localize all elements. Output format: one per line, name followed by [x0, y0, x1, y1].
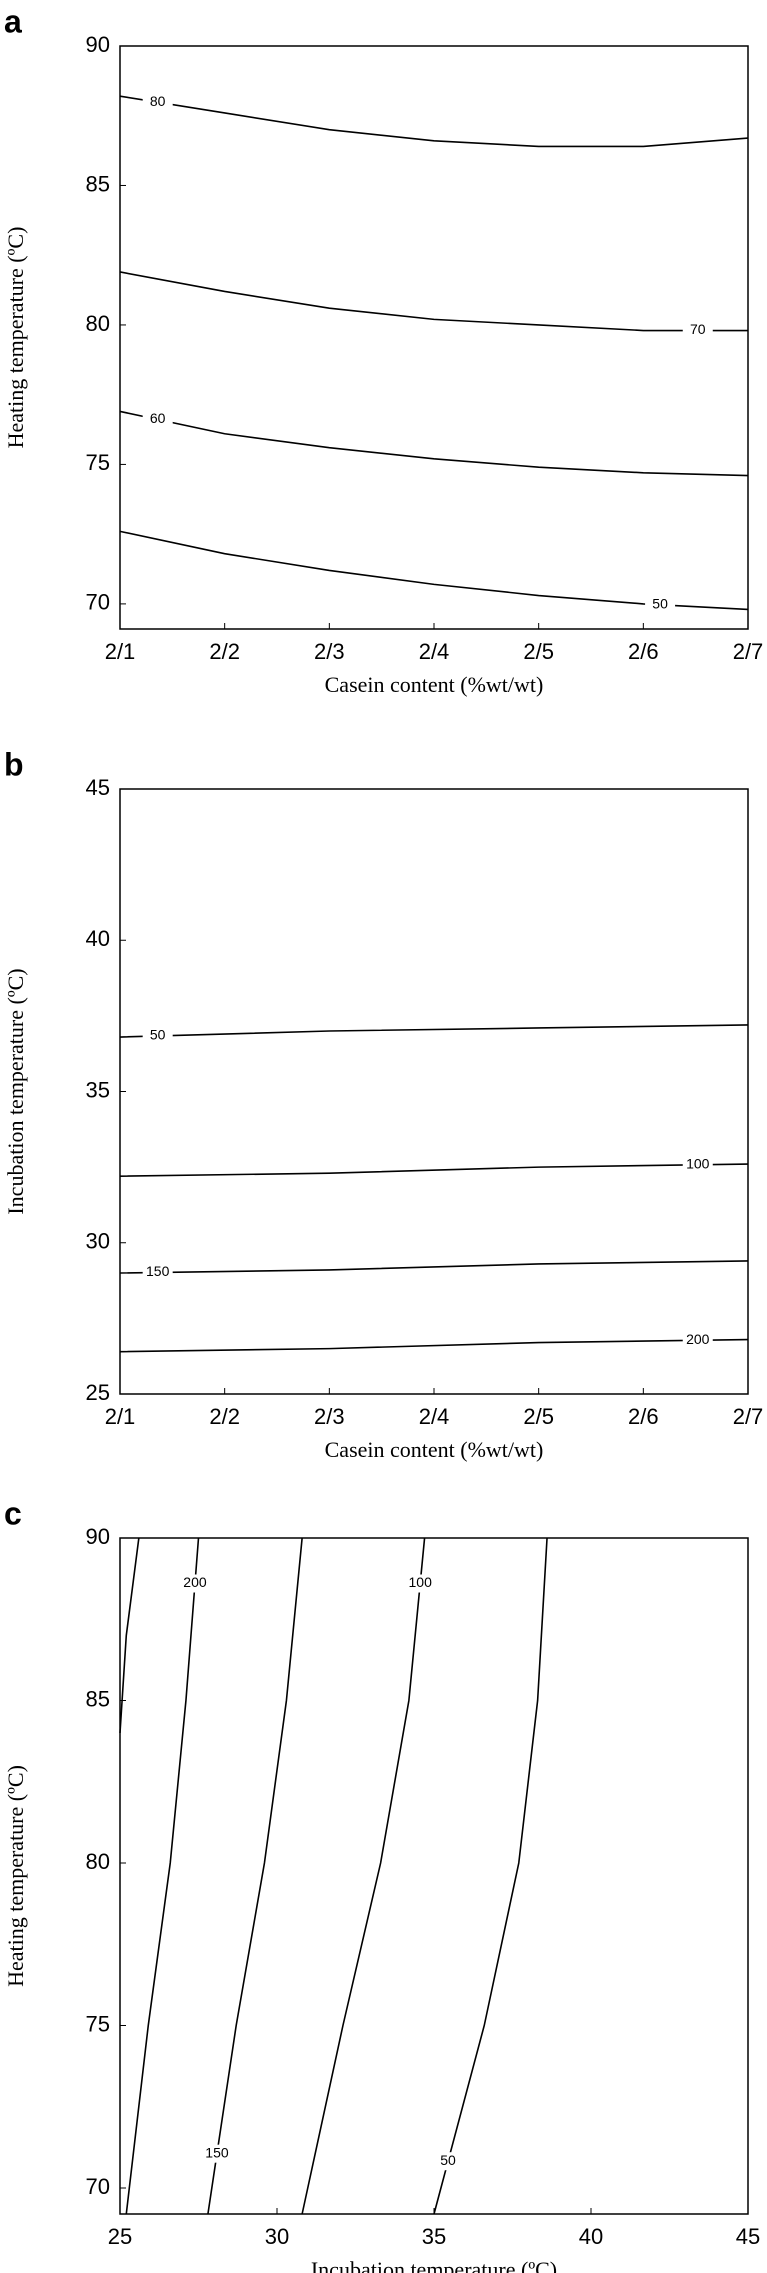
x-tick-label: 40	[579, 2224, 603, 2249]
x-tick-label: 2/4	[419, 1404, 450, 1429]
contour-label: 200	[686, 1331, 710, 1347]
label-bg	[142, 410, 173, 429]
contour-line	[119, 410, 749, 477]
x-tick-label: 2/7	[733, 1404, 764, 1429]
x-tick-label: 2/1	[105, 1404, 136, 1429]
label-bg	[142, 93, 173, 112]
contour-line	[119, 1024, 749, 1038]
contour-line	[125, 1537, 200, 2215]
y-axis-label: Incubation temperature (ºC)	[3, 968, 28, 1214]
contour-line	[119, 95, 749, 148]
panel-label: c	[4, 1495, 22, 1531]
x-tick-label: 35	[422, 2224, 446, 2249]
plot-frame	[119, 788, 749, 1395]
contour-line	[119, 271, 748, 332]
y-tick-label: 75	[86, 2011, 110, 2036]
x-axis-label: Incubation temperature (ºC)	[311, 2257, 557, 2273]
x-axis-label: Casein content (%wt/wt)	[325, 672, 544, 697]
x-tick-label: 25	[108, 2224, 132, 2249]
label-bg	[142, 1026, 173, 1045]
x-tick-label: 2/5	[523, 639, 554, 664]
contour-line	[119, 1537, 140, 1734]
contour-label: 50	[652, 595, 668, 611]
contour-label: 80	[150, 93, 166, 109]
contour-line	[207, 1537, 303, 2215]
plot-frame	[119, 45, 749, 630]
panel-label: a	[4, 3, 22, 39]
label-bg	[201, 2144, 232, 2163]
y-tick-label: 70	[86, 590, 110, 615]
y-tick-label: 45	[86, 775, 110, 800]
y-tick-label: 25	[86, 1380, 110, 1405]
x-tick-label: 2/6	[628, 1404, 659, 1429]
label-bg	[682, 1155, 713, 1174]
contour-label: 100	[686, 1156, 710, 1172]
panel-label: b	[4, 746, 24, 782]
contour-label: 60	[150, 410, 166, 426]
y-tick-label: 90	[86, 32, 110, 57]
contour-line	[119, 1163, 749, 1177]
x-axis-label: Casein content (%wt/wt)	[325, 1437, 544, 1462]
x-tick-label: 45	[736, 2224, 760, 2249]
contour-label: 150	[146, 1263, 170, 1279]
contour-line	[119, 1338, 749, 1353]
label-bg	[179, 1574, 210, 1593]
contour-line	[301, 1537, 426, 2215]
label-bg	[682, 321, 713, 340]
x-tick-label: 2/3	[314, 639, 345, 664]
x-tick-label: 2/1	[105, 639, 136, 664]
contour-label: 50	[440, 2152, 456, 2168]
y-tick-label: 40	[86, 926, 110, 951]
x-tick-label: 2/6	[628, 639, 659, 664]
y-tick-label: 85	[86, 171, 110, 196]
x-tick-label: 2/2	[209, 1404, 240, 1429]
y-tick-label: 80	[86, 1849, 110, 1874]
y-tick-label: 85	[86, 1686, 110, 1711]
label-bg	[433, 2152, 464, 2171]
label-bg	[405, 1574, 436, 1593]
contour-label: 200	[183, 1574, 207, 1590]
contour-label: 100	[409, 1574, 433, 1590]
y-tick-label: 75	[86, 450, 110, 475]
contour-line	[119, 1260, 749, 1274]
x-tick-label: 2/5	[523, 1404, 554, 1429]
contour-label: 150	[205, 2144, 229, 2160]
contour-label: 50	[150, 1027, 166, 1043]
label-bg	[682, 1331, 713, 1350]
x-tick-label: 2/3	[314, 1404, 345, 1429]
y-axis-label: Heating temperature (ºC)	[3, 1765, 28, 1987]
x-tick-label: 2/2	[209, 639, 240, 664]
contour-label: 70	[690, 321, 706, 337]
contour-line	[433, 1537, 548, 2215]
y-axis-label: Heating temperature (ºC)	[3, 227, 28, 449]
y-tick-label: 80	[86, 311, 110, 336]
y-tick-label: 35	[86, 1077, 110, 1102]
y-tick-label: 30	[86, 1229, 110, 1254]
x-tick-label: 2/4	[419, 639, 450, 664]
contour-line	[119, 530, 749, 611]
y-tick-label: 90	[86, 1524, 110, 1549]
label-bg	[142, 1263, 173, 1282]
x-tick-label: 30	[265, 2224, 289, 2249]
x-tick-label: 2/7	[733, 639, 764, 664]
y-tick-label: 70	[86, 2174, 110, 2199]
label-bg	[645, 595, 676, 614]
plot-frame	[119, 1537, 749, 2215]
